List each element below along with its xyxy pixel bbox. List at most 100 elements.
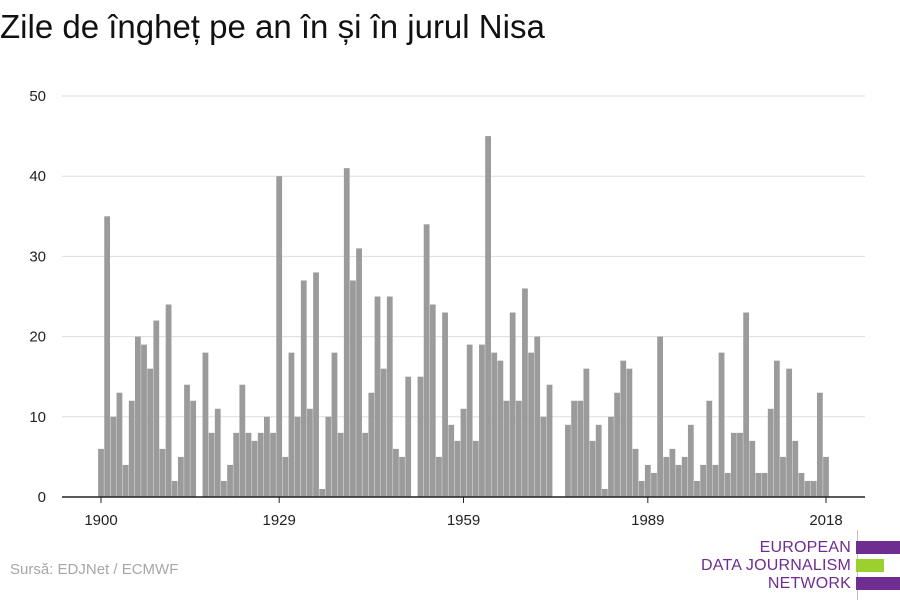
bar-1923 bbox=[239, 384, 246, 497]
bar-1970 bbox=[528, 352, 534, 497]
bar-1936 bbox=[319, 488, 326, 497]
bar-1990 bbox=[651, 472, 657, 497]
bar-1920 bbox=[220, 480, 227, 497]
bar-1915 bbox=[190, 400, 197, 497]
bar-1960 bbox=[466, 344, 473, 497]
bar-1903 bbox=[116, 392, 123, 497]
y-tick-label: 50 bbox=[29, 88, 46, 105]
logo-line-network: NETWORK bbox=[767, 575, 851, 592]
bar-1959 bbox=[460, 408, 467, 497]
bar-1904 bbox=[122, 464, 129, 497]
bar-1978 bbox=[577, 400, 584, 497]
bar-1919 bbox=[214, 408, 221, 497]
bar-2003 bbox=[730, 432, 737, 497]
bar-1977 bbox=[571, 400, 577, 497]
bar-1905 bbox=[128, 400, 135, 497]
bar-1949 bbox=[399, 456, 405, 497]
bar-1961 bbox=[472, 440, 479, 497]
bar-2018 bbox=[823, 456, 829, 497]
bar-1942 bbox=[356, 248, 362, 497]
bar-1968 bbox=[515, 400, 522, 497]
bar-1933 bbox=[300, 280, 307, 497]
bar-1983 bbox=[608, 416, 614, 497]
bar-1955 bbox=[436, 456, 442, 497]
y-tick-label: 0 bbox=[38, 489, 46, 506]
x-tick-label: 2018 bbox=[809, 512, 842, 529]
bar-1981 bbox=[595, 424, 602, 497]
bar-1909 bbox=[153, 320, 160, 497]
y-tick-label: 10 bbox=[29, 409, 46, 426]
bar-1906 bbox=[134, 336, 141, 497]
bar-1922 bbox=[233, 432, 240, 497]
bar-2012 bbox=[786, 368, 793, 497]
bar-2013 bbox=[792, 440, 799, 497]
bar-2002 bbox=[724, 472, 731, 497]
chart-title: Zile de îngheț pe an în și în jurul Nisa bbox=[0, 8, 545, 45]
bar-1901 bbox=[104, 216, 111, 498]
bar-1976 bbox=[565, 424, 571, 497]
y-tick-label: 30 bbox=[29, 248, 46, 265]
bar-1962 bbox=[479, 344, 485, 497]
bar-1996 bbox=[687, 424, 694, 497]
bar-1971 bbox=[534, 336, 541, 497]
bar-1926 bbox=[257, 432, 264, 497]
bar-1918 bbox=[208, 432, 215, 497]
bar-1953 bbox=[423, 224, 430, 497]
bar-2015 bbox=[804, 480, 811, 497]
bar-1995 bbox=[681, 456, 688, 497]
bar-1928 bbox=[270, 432, 276, 497]
bar-1925 bbox=[251, 440, 258, 497]
bar-1935 bbox=[313, 272, 319, 497]
bar-1954 bbox=[429, 304, 436, 497]
bar-1914 bbox=[184, 384, 190, 497]
bar-1972 bbox=[540, 416, 547, 497]
bar-chart: 0 10 20 30 40 50 1900 1929 1959 1989 2018 bbox=[29, 88, 865, 529]
bar-1965 bbox=[497, 360, 504, 497]
bar-2007 bbox=[755, 472, 762, 497]
source-note: Sursă: EDJNet / ECMWF bbox=[10, 561, 179, 578]
bar-1958 bbox=[454, 440, 461, 497]
y-tick-label: 20 bbox=[29, 329, 46, 346]
bar-1938 bbox=[331, 352, 338, 497]
bar-1945 bbox=[374, 296, 381, 497]
bar-1963 bbox=[485, 136, 491, 497]
bar-2014 bbox=[798, 472, 805, 497]
bar-1940 bbox=[343, 168, 350, 497]
bar-1957 bbox=[448, 424, 455, 497]
bar-1931 bbox=[288, 352, 295, 497]
bar-1932 bbox=[294, 416, 301, 497]
logo-bar-top bbox=[856, 541, 900, 554]
bar-1973 bbox=[546, 384, 553, 497]
bar-1979 bbox=[583, 368, 590, 497]
bar-1944 bbox=[368, 392, 375, 497]
logo-line-data-journalism: DATA JOURNALISM bbox=[701, 557, 851, 574]
bar-1907 bbox=[141, 344, 147, 497]
bar-2016 bbox=[810, 480, 817, 497]
y-tick-label: 40 bbox=[29, 168, 46, 185]
bar-1950 bbox=[405, 376, 412, 497]
bar-1948 bbox=[393, 448, 399, 497]
bar-1988 bbox=[638, 480, 645, 497]
bar-1934 bbox=[307, 408, 313, 497]
bar-2009 bbox=[767, 408, 774, 497]
edjnet-logo[interactable]: EUROPEAN DATA JOURNALISM NETWORK bbox=[700, 530, 900, 600]
logo-bar-middle bbox=[856, 559, 884, 572]
bar-1964 bbox=[491, 352, 498, 497]
bar-2006 bbox=[749, 440, 756, 497]
bar-2010 bbox=[773, 360, 780, 497]
bar-1952 bbox=[417, 376, 424, 497]
y-axis-ticks: 0 10 20 30 40 50 bbox=[29, 88, 46, 506]
bar-1982 bbox=[601, 488, 608, 497]
bar-2011 bbox=[780, 456, 786, 497]
bar-1947 bbox=[386, 296, 393, 497]
bar-1930 bbox=[282, 456, 289, 497]
bar-1998 bbox=[700, 464, 707, 497]
bar-1939 bbox=[337, 432, 344, 497]
bar-1908 bbox=[147, 368, 154, 497]
bar-1902 bbox=[110, 416, 117, 497]
bar-1924 bbox=[245, 432, 252, 497]
bar-1941 bbox=[350, 280, 356, 497]
bar-2008 bbox=[761, 472, 768, 497]
logo-bar-bottom bbox=[856, 577, 900, 590]
bar-1927 bbox=[264, 416, 270, 497]
